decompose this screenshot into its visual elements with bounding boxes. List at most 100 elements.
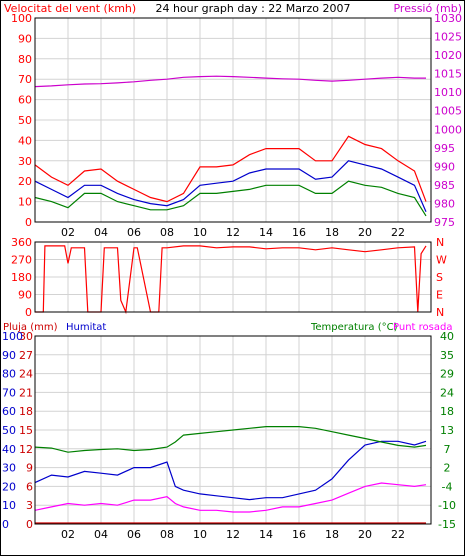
panel-1-series xyxy=(34,75,427,217)
wind-speed-tick-100: 100 xyxy=(11,12,32,25)
compass-label-3: E xyxy=(436,289,443,302)
temperature-tick-18: 18 xyxy=(440,405,454,418)
direction-tick-270: 270 xyxy=(11,254,32,267)
series-line-wind_3 xyxy=(34,180,427,217)
humidity-tick-10: 10 xyxy=(2,499,16,512)
humidity-tick-80: 80 xyxy=(2,368,16,381)
wind-speed-tick-10: 10 xyxy=(18,196,32,209)
series-line-wind_avg xyxy=(34,160,427,213)
temperature-tick-40: 40 xyxy=(440,330,454,343)
wind-speed-tick-60: 60 xyxy=(18,94,32,107)
dew-point-label: Punt rosada xyxy=(393,322,452,333)
direction-tick-180: 180 xyxy=(11,271,32,284)
x-tick-22: 22 xyxy=(391,226,405,239)
wind-direction-axis: 0 90 180 270 360 xyxy=(11,236,32,319)
wind-pressure-panel: Velocitat del vent (kmh) 24 hour graph d… xyxy=(4,2,462,239)
pressure-tick-1015: 1015 xyxy=(434,68,462,81)
x-tick-18: 18 xyxy=(325,226,339,239)
wind-speed-tick-70: 70 xyxy=(18,73,32,86)
rain-tick-18: 18 xyxy=(19,405,33,418)
humidity-tick-30: 30 xyxy=(2,462,16,475)
series-line-direction xyxy=(35,245,427,315)
wind-speed-tick-80: 80 xyxy=(18,53,32,66)
temperature-label: Temperatura (°C) xyxy=(310,322,398,333)
x-tick-06: 06 xyxy=(127,528,141,541)
rain-tick-9: 9 xyxy=(26,462,33,475)
temperature-tick-29: 29 xyxy=(440,368,454,381)
x-tick-20: 20 xyxy=(358,226,372,239)
pressure-tick-1010: 1010 xyxy=(434,86,462,99)
series-line-temperature xyxy=(34,426,427,453)
wind-speed-label: Velocitat del vent (kmh) xyxy=(4,2,136,15)
pressure-tick-1030: 1030 xyxy=(434,12,462,25)
chart-title: 24 hour graph day : 22 Marzo 2007 xyxy=(155,2,350,15)
x-tick-20: 20 xyxy=(358,528,372,541)
x-tick-12: 12 xyxy=(226,226,240,239)
x-tick-04: 04 xyxy=(94,226,108,239)
x-tick-10: 10 xyxy=(193,226,207,239)
wind-speed-tick-90: 90 xyxy=(18,32,32,45)
pressure-tick-1025: 1025 xyxy=(434,31,462,44)
direction-tick-90: 90 xyxy=(18,289,32,302)
pressure-tick-990: 990 xyxy=(434,160,455,173)
panel-3-border xyxy=(34,335,432,525)
temperature-tick-35: 35 xyxy=(440,349,454,362)
wind-speed-tick-0: 0 xyxy=(25,216,32,229)
pressure-tick-995: 995 xyxy=(434,142,455,155)
temperature-tick--10: -10 xyxy=(438,499,456,512)
pressure-tick-980: 980 xyxy=(434,197,455,210)
pressure-label: Pressió (mb) xyxy=(393,2,462,15)
x-tick-18: 18 xyxy=(325,528,339,541)
temperature-tick--4: -4 xyxy=(442,480,453,493)
pressure-tick-1005: 1005 xyxy=(434,105,462,118)
pressure-tick-1000: 1000 xyxy=(434,123,462,136)
compass-label-1: W xyxy=(436,254,447,267)
x-tick-02: 02 xyxy=(61,226,75,239)
x-tick-16: 16 xyxy=(292,226,306,239)
rain-tick-21: 21 xyxy=(19,386,33,399)
x-tick-16: 16 xyxy=(292,528,306,541)
panel-3-x-axis: 02 04 06 08 10 12 14 16 18 20 22 xyxy=(61,528,405,541)
temperature-axis: -15 -10 -4 2 7 13 18 24 29 35 40 xyxy=(438,330,456,531)
x-tick-08: 08 xyxy=(160,528,174,541)
rain-tick-6: 6 xyxy=(26,480,33,493)
panel-2-series xyxy=(35,245,427,315)
direction-tick-360: 360 xyxy=(11,236,32,249)
temperature-tick-24: 24 xyxy=(440,386,454,399)
humidity-tick-40: 40 xyxy=(2,443,16,456)
series-line-dew_point xyxy=(34,482,427,513)
panel-1-border xyxy=(34,17,432,223)
wind-speed-tick-30: 30 xyxy=(18,155,32,168)
rain-axis: 0 3 6 9 12 15 18 21 24 27 30 xyxy=(19,330,33,531)
temperature-tick--15: -15 xyxy=(438,518,456,531)
temperature-tick-13: 13 xyxy=(440,424,454,437)
wind-speed-tick-20: 20 xyxy=(18,175,32,188)
humidity-tick-70: 70 xyxy=(2,386,16,399)
pressure-axis: 975 980 985 990 995 1000 1005 1010 1015 1020 1025 1… xyxy=(434,12,462,229)
compass-label-0: N xyxy=(436,236,444,249)
wind-speed-tick-40: 40 xyxy=(18,134,32,147)
rain-tick-3: 3 xyxy=(26,499,33,512)
panel-2-border xyxy=(34,241,432,313)
series-line-humidity xyxy=(34,440,427,501)
rain-tick-30: 30 xyxy=(19,330,33,343)
x-tick-10: 10 xyxy=(193,528,207,541)
rain-tick-0: 0 xyxy=(26,518,33,531)
humidity-label: Humitat xyxy=(66,322,106,333)
wind-speed-tick-50: 50 xyxy=(18,114,32,127)
x-tick-08: 08 xyxy=(160,226,174,239)
humidity-axis: 0 10 20 30 40 50 60 70 80 90 100 xyxy=(2,330,23,531)
humidity-tick-50: 50 xyxy=(2,424,16,437)
wind-speed-axis: 0 10 20 30 40 50 60 70 80 90 100 xyxy=(11,12,32,229)
x-tick-04: 04 xyxy=(94,528,108,541)
pressure-tick-985: 985 xyxy=(434,179,455,192)
temperature-tick-7: 7 xyxy=(444,443,451,456)
series-line-wind_gust xyxy=(34,135,427,203)
compass-label-2: S xyxy=(436,271,443,284)
humidity-tick-0: 0 xyxy=(2,518,9,531)
humidity-tick-60: 60 xyxy=(2,405,16,418)
humidity-tick-100: 100 xyxy=(2,330,23,343)
series-line-pressure xyxy=(34,75,426,88)
rain-tick-15: 15 xyxy=(19,424,33,437)
